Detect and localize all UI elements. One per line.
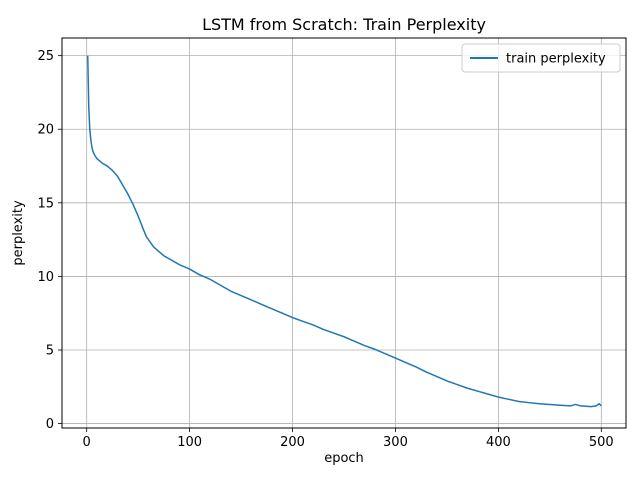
series-layer [86,55,602,408]
x-tick-label: 200 [280,435,305,450]
y-tick-label: 15 [37,196,54,211]
x-tick-label: 100 [177,435,202,450]
y-tick-label: 10 [37,270,54,285]
y-axis-label: perplexity [11,200,26,266]
axes-frame [61,37,627,429]
x-tick-label: 300 [383,435,408,450]
grid [62,38,626,428]
chart-title: LSTM from Scratch: Train Perplexity [202,15,486,34]
legend-box [461,43,621,73]
y-tick-label: 25 [37,49,54,64]
x-tick-label: 500 [589,435,614,450]
x-tick-label: 0 [83,435,91,450]
legend-label: train perplexity [506,52,606,67]
legend: train perplexity [461,43,621,73]
series-line-1 [86,55,602,408]
y-tick-label: 0 [46,417,54,432]
ticks: 0 100 200 300 400 500 0 5 10 15 20 25 [37,49,613,450]
x-tick-label: 400 [486,435,511,450]
y-tick-label: 5 [46,344,54,359]
x-axis-label: epoch [324,451,364,466]
y-tick-label: 20 [37,123,54,138]
